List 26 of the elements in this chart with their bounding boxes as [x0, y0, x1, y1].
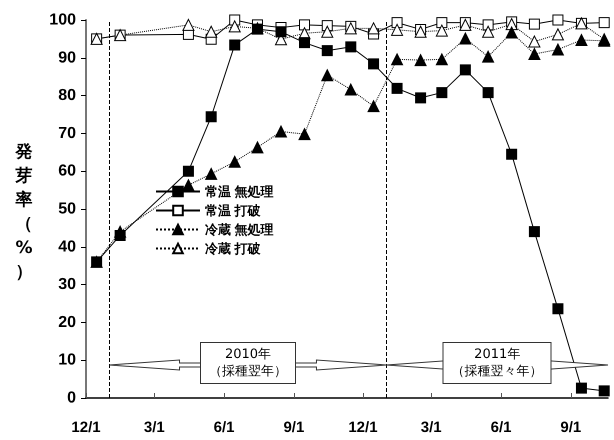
y-tick-label: 20	[58, 314, 76, 331]
y-tick-label: 30	[58, 276, 76, 294]
x-tick-label: 3/1	[144, 419, 165, 436]
y-tick-label: 80	[58, 87, 76, 104]
x-tick-label: 9/1	[283, 419, 304, 436]
legend-label: 常温 無処理	[205, 184, 274, 199]
x-tick-label: 12/1	[348, 419, 378, 436]
annotation: 2010年（採種翌年）	[200, 342, 296, 384]
y-axis-title: 発芽率（%）	[14, 141, 34, 284]
annotation: 2011年（採種翌々年）	[442, 342, 552, 384]
x-tick-label: 12/1	[71, 419, 101, 436]
legend-label: 常温 打破	[205, 203, 262, 218]
y-tick-label: 0	[67, 390, 76, 406]
y-tick-label: 100	[49, 12, 76, 28]
y-tick-label: 10	[58, 352, 76, 369]
x-tick-label: 9/1	[560, 419, 582, 436]
y-tick-label: 60	[58, 162, 76, 180]
x-tick-label: 3/1	[420, 419, 442, 436]
legend-label: 冷蔵 打破	[205, 241, 262, 256]
y-tick-label: 50	[58, 200, 76, 218]
y-tick-label: 90	[58, 49, 76, 66]
legend-label: 冷蔵 無処理	[205, 222, 274, 237]
y-tick-label: 70	[58, 124, 76, 142]
y-tick-label: 40	[58, 238, 76, 256]
x-tick-label: 6/1	[214, 419, 235, 436]
x-tick-label: 6/1	[490, 419, 512, 436]
